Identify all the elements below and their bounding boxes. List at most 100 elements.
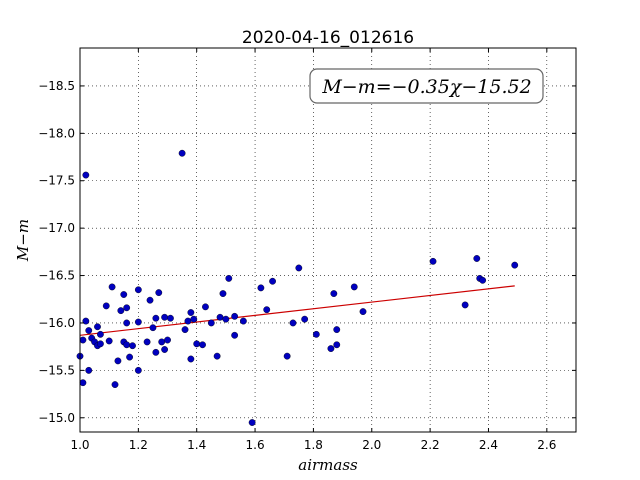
data-point: [158, 338, 166, 346]
data-point: [181, 326, 189, 333]
x-tick-label: 1.4: [187, 438, 206, 452]
grid-lines: [79, 48, 576, 432]
data-point: [134, 318, 142, 326]
data-point: [289, 319, 297, 327]
y-tick-label: −16.0: [38, 316, 75, 330]
y-tick-label: −16.5: [38, 269, 75, 283]
data-point: [461, 301, 469, 309]
data-point: [134, 286, 142, 294]
data-point: [231, 331, 239, 339]
x-tick-label: 2.6: [537, 438, 556, 452]
x-tick-label: 2.0: [362, 438, 381, 452]
data-point: [184, 317, 192, 325]
data-point: [359, 308, 367, 315]
data-point: [94, 323, 101, 331]
data-point: [123, 341, 131, 349]
data-point: [155, 289, 163, 297]
data-point: [143, 338, 151, 346]
y-tick-label: −17.5: [38, 174, 75, 188]
data-point: [473, 255, 481, 262]
y-tick-label: −18.0: [38, 126, 75, 140]
data-point: [263, 306, 271, 314]
data-point: [85, 327, 93, 334]
data-point: [129, 342, 136, 350]
y-tick-label: −18.5: [38, 79, 75, 93]
data-point: [126, 353, 134, 361]
data-point: [79, 379, 87, 387]
data-point: [82, 171, 90, 179]
data-point: [178, 149, 186, 157]
data-point: [295, 264, 303, 272]
data-point: [82, 317, 90, 325]
x-axis-label: airmass: [298, 456, 358, 474]
data-point: [333, 326, 341, 333]
x-tick-label: 1.0: [70, 438, 89, 452]
data-point: [257, 284, 265, 292]
data-point: [330, 290, 338, 297]
data-point: [187, 355, 195, 363]
data-point: [269, 277, 276, 285]
data-point: [85, 366, 93, 374]
data-point: [216, 313, 224, 321]
y-tick-labels: −15.0 −15.5 −16.0 −16.5 −17.0 −17.5 −18.0 −18.5: [38, 79, 75, 425]
data-point: [123, 319, 131, 327]
data-point: [97, 330, 104, 338]
fit-line: [79, 285, 515, 336]
data-point: [105, 337, 113, 345]
data-point: [146, 296, 154, 304]
data-point: [213, 352, 221, 360]
data-point: [190, 315, 198, 323]
fit-line-layer: [79, 285, 515, 336]
chart-title: 2020-04-16_012616: [242, 28, 414, 48]
x-tick-label: 2.2: [421, 438, 440, 452]
plot-frame: [79, 47, 577, 433]
data-point: [511, 261, 519, 269]
y-axis-label: M−m: [14, 219, 32, 262]
y-tick-label: −17.0: [38, 221, 75, 235]
data-point: [199, 341, 206, 349]
data-point: [97, 340, 104, 348]
data-point: [167, 314, 174, 322]
data-points: [76, 149, 519, 426]
data-point: [312, 330, 320, 338]
data-point: [117, 307, 125, 315]
y-tick-label: −15.0: [38, 411, 75, 425]
data-point: [111, 381, 119, 388]
data-point: [187, 309, 195, 316]
x-tick-label: 1.2: [129, 438, 148, 452]
data-point: [102, 302, 110, 310]
data-point: [202, 303, 209, 311]
data-point: [207, 319, 215, 327]
y-tick-label: −15.5: [38, 363, 75, 377]
x-tick-label: 1.6: [246, 438, 265, 452]
x-tick-labels: 1.0 1.2 1.4 1.6 1.8 2.0 2.2 2.4 2.6: [70, 438, 556, 452]
data-point: [231, 312, 239, 320]
data-point: [327, 345, 335, 352]
equation-box: [309, 68, 544, 104]
data-point: [429, 257, 437, 265]
equation-text: M−m=−0.35χ−15.52: [321, 76, 531, 98]
data-point: [350, 283, 358, 291]
data-point: [114, 357, 122, 365]
data-point: [164, 336, 171, 344]
data-point: [239, 317, 247, 325]
data-point: [152, 314, 160, 322]
equation-annotation: M−m=−0.35χ−15.52: [309, 68, 544, 104]
axis-ticks: [79, 48, 576, 432]
data-point: [248, 419, 256, 426]
x-tick-label: 2.4: [479, 438, 498, 452]
x-tick-label: 1.8: [304, 438, 323, 452]
data-point: [152, 348, 160, 356]
data-point: [161, 346, 169, 353]
data-point: [79, 336, 87, 344]
data-point: [479, 276, 487, 284]
data-point: [120, 291, 128, 298]
data-point: [123, 304, 131, 312]
data-point: [149, 324, 157, 332]
data-point: [161, 313, 169, 321]
data-point: [219, 290, 227, 297]
data-point: [108, 283, 116, 291]
data-point: [283, 352, 291, 360]
data-point: [301, 315, 309, 323]
